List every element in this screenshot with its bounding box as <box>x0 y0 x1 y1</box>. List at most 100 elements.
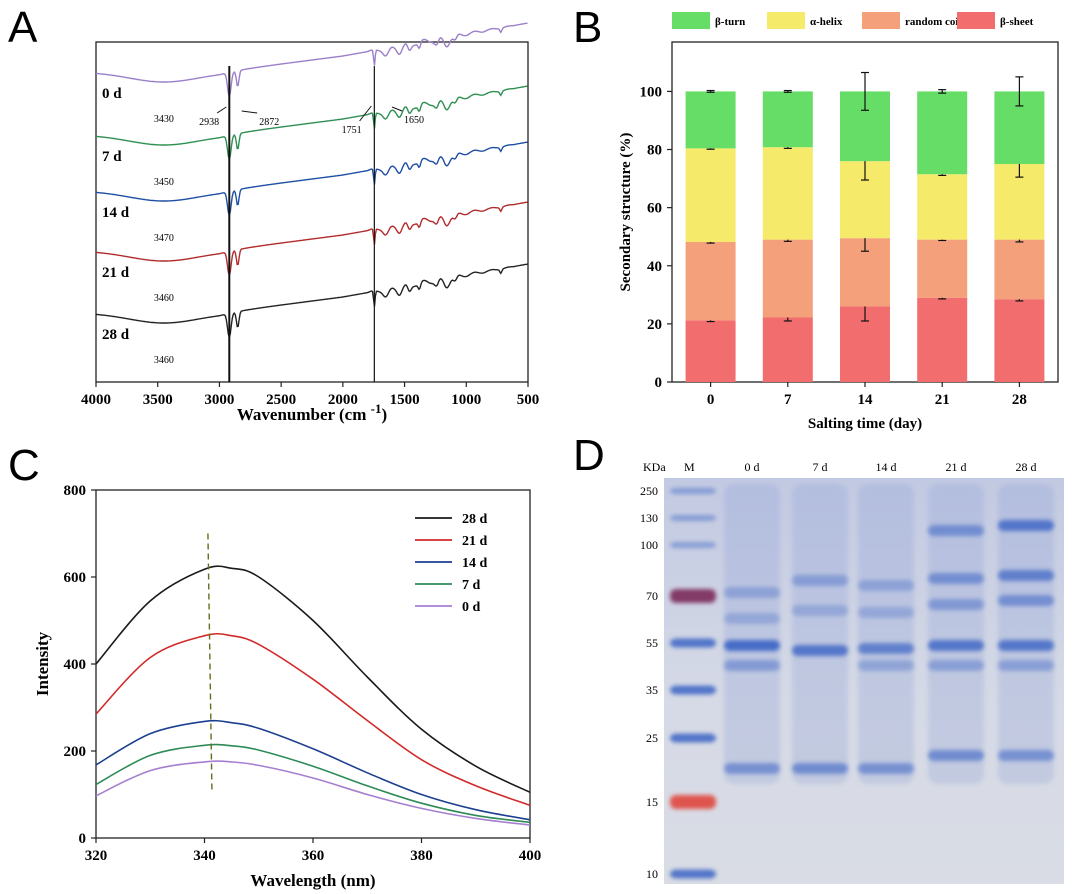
bar-segment <box>762 147 813 240</box>
legend-label: 0 d <box>462 600 481 615</box>
x-tick-label: 320 <box>85 848 108 864</box>
protein-band <box>928 525 984 536</box>
marker-size-label: 15 <box>646 795 658 809</box>
annotation-arrow <box>216 106 227 114</box>
band-label: 3460 <box>154 355 174 366</box>
bar-segment <box>762 91 813 148</box>
series-line <box>95 632 531 807</box>
protein-band <box>724 763 780 774</box>
x-tick-label: 4000 <box>81 392 111 408</box>
marker-band <box>670 589 716 603</box>
legend-label: β-sheet <box>1000 16 1034 28</box>
protein-band <box>998 660 1054 671</box>
protein-band <box>998 750 1054 761</box>
legend-label: 28 d <box>462 512 488 527</box>
legend-swatch <box>957 12 995 29</box>
x-tick-label: 400 <box>519 848 542 864</box>
x-tick-label: 3000 <box>204 392 234 408</box>
y-tick-label: 40 <box>647 259 662 275</box>
marker-size-label: 35 <box>646 683 658 697</box>
protein-band <box>858 607 914 618</box>
x-tick-label: 2500 <box>266 392 296 408</box>
marker-band <box>670 638 716 648</box>
y-tick-label: 20 <box>647 317 662 333</box>
bar-segment <box>917 91 968 175</box>
x-tick-label: 0 <box>707 392 715 408</box>
legend-swatch <box>767 12 805 29</box>
x-axis-label: Salting time (day) <box>808 416 922 432</box>
protein-band <box>792 645 848 656</box>
annotation-arrow <box>241 110 258 114</box>
lane-smear <box>998 484 1054 784</box>
lane-label: 0 d <box>745 460 760 474</box>
marker-band <box>670 488 716 494</box>
bar-segment <box>917 297 968 382</box>
protein-band <box>928 640 984 651</box>
x-tick-label: 21 <box>935 392 950 408</box>
marker-band <box>670 542 716 548</box>
y-tick-label: 600 <box>64 570 87 586</box>
marker-size-label: 55 <box>646 636 658 650</box>
spectrum-line <box>96 85 528 163</box>
marker-band <box>670 733 716 743</box>
legend-label: 14 d <box>462 556 488 571</box>
y-tick-label: 100 <box>640 84 663 100</box>
protein-band <box>792 605 848 616</box>
x-tick-label: 7 <box>784 392 792 408</box>
bar-segment <box>762 317 813 382</box>
spectrum-line <box>96 263 528 341</box>
marker-size-label: 130 <box>640 511 658 525</box>
protein-band <box>858 643 914 654</box>
protein-band <box>928 599 984 610</box>
marker-size-label: 70 <box>646 589 658 603</box>
marker-band <box>670 515 716 521</box>
spectrum-line <box>96 201 528 279</box>
protein-band <box>858 580 914 591</box>
y-tick-label: 60 <box>647 201 662 217</box>
protein-band <box>724 587 780 598</box>
series-label: 21 d <box>102 265 130 281</box>
protein-band <box>998 595 1054 606</box>
legend-label: β-turn <box>715 16 745 28</box>
bar-segment <box>685 320 736 382</box>
sds-page-panel: KDa M 0 d 7 d 14 d 21 d 28 d 250 130 100 70 55 35 25 1… <box>640 460 1064 884</box>
legend-label: 7 d <box>462 578 481 593</box>
spectrum-line <box>96 22 528 100</box>
y-tick-label: 200 <box>64 744 87 760</box>
series-line <box>95 719 531 821</box>
protein-band <box>928 750 984 761</box>
y-tick-label: 0 <box>655 375 663 391</box>
x-tick-label: 500 <box>517 392 540 408</box>
bar-segment <box>685 241 736 321</box>
protein-band <box>858 763 914 774</box>
protein-band <box>998 520 1054 531</box>
x-axis-label: Wavenumber (cm -1) <box>237 401 387 424</box>
band-label: 3460 <box>154 293 174 304</box>
x-tick-label: 2000 <box>328 392 358 408</box>
x-tick-label: 1000 <box>451 392 481 408</box>
panel-letter-d: D <box>573 431 605 480</box>
protein-band <box>792 763 848 774</box>
panel-letter-a: A <box>8 3 38 52</box>
secondary-structure-panel: 0 20 40 60 80 100 Secondary structure (%) 0 7 14 2… <box>618 12 1059 432</box>
peak-label: 2872 <box>259 117 279 128</box>
lane-smear <box>858 484 914 784</box>
marker-size-label: 250 <box>640 484 658 498</box>
bar-segment <box>917 174 968 240</box>
spectrum-line <box>96 141 528 219</box>
y-axis-label: Secondary structure (%) <box>618 133 634 292</box>
marker-size-label: 100 <box>640 538 658 552</box>
peak-label: 2938 <box>199 117 219 128</box>
protein-band <box>928 573 984 584</box>
protein-band <box>858 660 914 671</box>
series-line <box>95 743 531 824</box>
series-label: 0 d <box>102 86 122 102</box>
protein-band <box>792 575 848 586</box>
x-tick-label: 340 <box>193 848 216 864</box>
y-tick-label: 0 <box>79 831 87 847</box>
bar-segment <box>994 299 1045 382</box>
y-tick-label: 80 <box>647 143 662 159</box>
series-label: 7 d <box>102 149 122 165</box>
y-tick-label: 400 <box>64 657 87 673</box>
